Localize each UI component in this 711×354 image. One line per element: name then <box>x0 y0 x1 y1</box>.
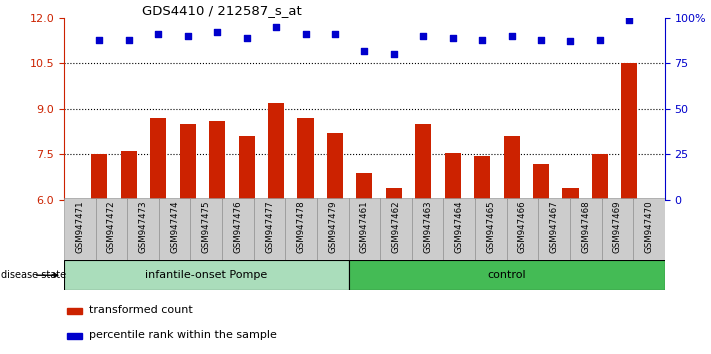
Bar <box>538 198 570 260</box>
Bar <box>68 332 82 339</box>
Text: GSM947471: GSM947471 <box>75 201 85 253</box>
Bar <box>222 198 254 260</box>
Bar <box>380 198 412 260</box>
Bar <box>254 198 285 260</box>
Text: GSM947464: GSM947464 <box>455 201 464 253</box>
Point <box>388 51 400 57</box>
Point <box>358 48 370 53</box>
Bar <box>507 198 538 260</box>
Bar <box>444 198 475 260</box>
Text: GSM947468: GSM947468 <box>581 201 590 253</box>
Bar <box>348 260 665 290</box>
Point <box>153 31 164 37</box>
Bar <box>95 198 127 260</box>
Bar <box>602 198 634 260</box>
Point <box>535 37 547 42</box>
Bar <box>150 118 166 200</box>
Bar <box>592 154 608 200</box>
Bar <box>386 188 402 200</box>
Bar <box>91 154 107 200</box>
Text: GSM947476: GSM947476 <box>233 201 242 253</box>
Point <box>594 37 606 42</box>
Bar <box>503 136 520 200</box>
Point <box>565 39 576 44</box>
Text: percentile rank within the sample: percentile rank within the sample <box>89 330 277 340</box>
Text: GSM947477: GSM947477 <box>265 201 274 253</box>
Text: GSM947462: GSM947462 <box>392 201 400 253</box>
Text: infantile-onset Pompe: infantile-onset Pompe <box>145 270 267 280</box>
Point <box>123 37 134 42</box>
Point <box>624 17 635 22</box>
Bar <box>64 260 348 290</box>
Point <box>300 31 311 37</box>
Bar <box>562 188 579 200</box>
Point <box>182 33 193 39</box>
Text: GSM947463: GSM947463 <box>423 201 432 253</box>
Bar <box>297 118 314 200</box>
Bar <box>356 173 373 200</box>
Bar <box>621 63 638 200</box>
Bar <box>533 164 549 200</box>
Bar <box>327 133 343 200</box>
Text: GSM947473: GSM947473 <box>139 201 148 253</box>
Text: GSM947467: GSM947467 <box>550 201 559 253</box>
Point <box>329 31 341 37</box>
Bar <box>444 153 461 200</box>
Text: GSM947478: GSM947478 <box>296 201 306 253</box>
Bar <box>68 308 82 314</box>
Text: GSM947472: GSM947472 <box>107 201 116 253</box>
Text: GSM947474: GSM947474 <box>170 201 179 253</box>
Text: GSM947475: GSM947475 <box>202 201 210 253</box>
Bar <box>412 198 444 260</box>
Text: disease state: disease state <box>1 270 66 280</box>
Point <box>211 29 223 35</box>
Point <box>447 35 459 41</box>
Bar <box>285 198 317 260</box>
Bar <box>475 198 507 260</box>
Text: control: control <box>487 270 526 280</box>
Text: GSM947479: GSM947479 <box>328 201 337 253</box>
Text: GSM947470: GSM947470 <box>644 201 653 253</box>
Bar <box>317 198 348 260</box>
Bar <box>570 198 602 260</box>
Point <box>94 37 105 42</box>
Bar <box>238 136 255 200</box>
Text: transformed count: transformed count <box>89 306 193 315</box>
Bar <box>159 198 191 260</box>
Bar <box>415 124 432 200</box>
Point <box>417 33 429 39</box>
Bar <box>268 103 284 200</box>
Text: GDS4410 / 212587_s_at: GDS4410 / 212587_s_at <box>142 4 302 17</box>
Bar <box>209 121 225 200</box>
Bar <box>191 198 222 260</box>
Text: GSM947466: GSM947466 <box>518 201 527 253</box>
Text: GSM947461: GSM947461 <box>360 201 369 253</box>
Bar <box>180 124 196 200</box>
Bar <box>474 156 491 200</box>
Point <box>270 24 282 30</box>
Point <box>506 33 518 39</box>
Text: GSM947465: GSM947465 <box>486 201 496 253</box>
Bar <box>64 198 95 260</box>
Bar <box>348 198 380 260</box>
Point <box>241 35 252 41</box>
Point <box>476 37 488 42</box>
Text: GSM947469: GSM947469 <box>613 201 622 253</box>
Bar <box>127 198 159 260</box>
Bar <box>121 152 137 200</box>
Bar <box>634 198 665 260</box>
